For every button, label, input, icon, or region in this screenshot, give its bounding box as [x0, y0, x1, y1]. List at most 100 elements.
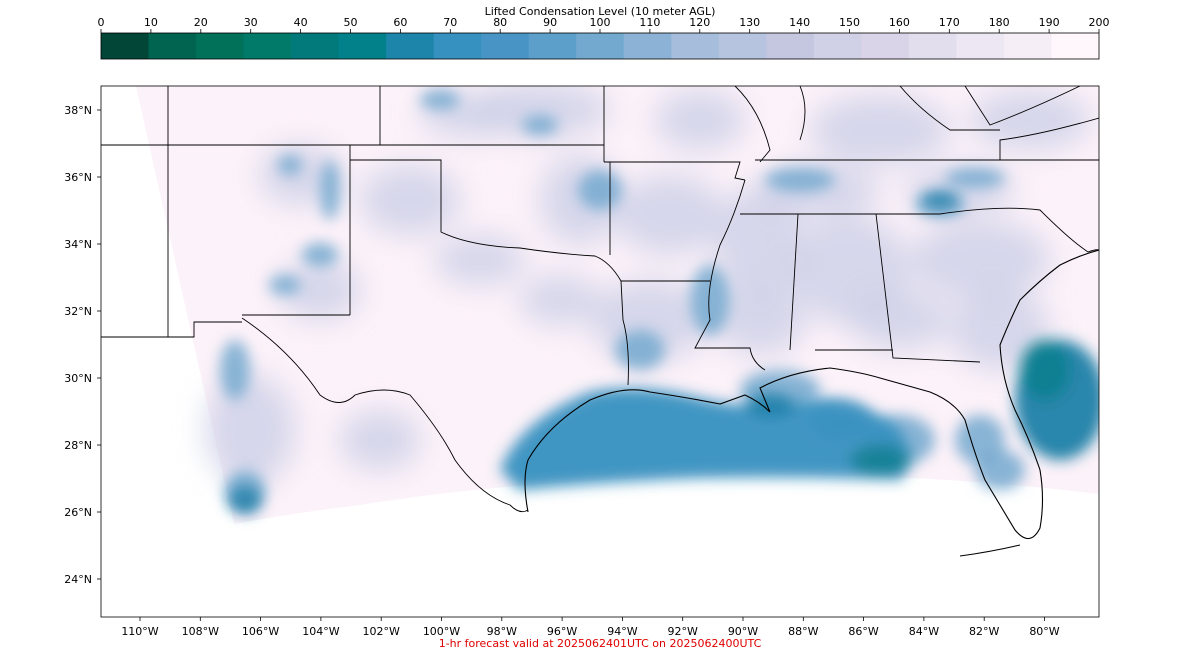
- colorbar-swatch: [481, 33, 530, 59]
- colorbar-swatch: [861, 33, 910, 59]
- colorbar-swatch: [1051, 33, 1100, 59]
- atlantic-moist-core: [1020, 340, 1070, 400]
- colorbar-tick-label: 60: [393, 16, 407, 29]
- rio-grande: [241, 317, 529, 513]
- longitude-label: 98°W: [487, 625, 517, 638]
- tx-ok-border: [350, 159, 622, 282]
- colorbar-tick-label: 170: [939, 16, 960, 29]
- moderate-lcl-patch: [690, 265, 730, 335]
- low-lcl-areas: [229, 192, 1099, 514]
- colorbar-tick-label: 0: [98, 16, 105, 29]
- mobile-bay-moist-area: [745, 393, 795, 417]
- al-ga-border: [875, 213, 981, 363]
- colorbar-tick-label: 50: [344, 16, 358, 29]
- map-frame: [100, 85, 1100, 618]
- moderate-lcl-patch: [269, 275, 301, 295]
- light-lcl-patch: [810, 95, 950, 165]
- latitude-label: 24°N: [64, 573, 92, 586]
- colorbar-frame: [100, 32, 1100, 60]
- colorbar-tick-labels: 0 10 20 30 40 50 60 70 80 90 100 110 120 130 140 150 160…: [98, 16, 1110, 33]
- mo-il-river: [734, 86, 771, 163]
- colorbar-tick-label: 80: [493, 16, 507, 29]
- longitude-label: 80°W: [1029, 625, 1059, 638]
- colorbar-tick-label: 10: [144, 16, 158, 29]
- gulf-moist-band: [500, 388, 910, 490]
- colorbar-tick-label: 140: [789, 16, 810, 29]
- colorbar-tick-label: 90: [543, 16, 557, 29]
- colorbar-tick-label: 180: [989, 16, 1010, 29]
- moderate-lcl-patch: [765, 168, 835, 192]
- light-lcl-patch: [970, 90, 1090, 150]
- colorbar-swatch: [766, 33, 815, 59]
- light-lcl-patch: [850, 290, 950, 350]
- colorbar-swatch: [433, 33, 482, 59]
- longitude-label: 104°W: [302, 625, 339, 638]
- colorbar-tick-label: 150: [839, 16, 860, 29]
- colorbar-swatch: [101, 33, 150, 59]
- colorbar-title: Lifted Condensation Level (10 meter AGL): [485, 5, 716, 18]
- latitude-label: 32°N: [64, 305, 92, 318]
- colorbar-swatch: [291, 33, 340, 59]
- moderate-lcl-patch: [522, 115, 558, 135]
- colorbar-tick-label: 100: [590, 16, 611, 29]
- light-lcl-patch: [280, 260, 360, 320]
- longitude-label: 88°W: [788, 625, 818, 638]
- longitude-labels: 110°W 108°W 106°W 104°W 102°W 100°W 98°W 96°W 94…: [121, 617, 1060, 638]
- light-lcl-patch: [950, 290, 1050, 370]
- colorbar-swatch: [196, 33, 245, 59]
- mississippi-river: [694, 179, 766, 371]
- colorbar-swatch: [908, 33, 957, 59]
- appalachian-moist-area: [922, 192, 958, 208]
- longitude-label: 90°W: [728, 625, 758, 638]
- in-il-border: [799, 86, 806, 141]
- latitude-label: 38°N: [64, 104, 92, 117]
- forecast-caption: 1-hr forecast valid at 2025062401UTC on …: [439, 637, 762, 650]
- longitude-label: 86°W: [848, 625, 878, 638]
- colorbar-swatch: [338, 33, 387, 59]
- colorbar-tick-label: 110: [639, 16, 660, 29]
- colorbar-tick-label: 30: [244, 16, 258, 29]
- va-border: [964, 86, 1081, 126]
- az-mx-border: [101, 321, 242, 338]
- mexico-moist-area: [229, 486, 261, 514]
- longitude-label: 96°W: [547, 625, 577, 638]
- colorbar-tick-label: 160: [889, 16, 910, 29]
- florida-keys: [959, 544, 1021, 557]
- colorbar-swatch: [148, 33, 197, 59]
- moderate-lcl-patch: [615, 330, 665, 370]
- colorbar-swatch: [1003, 33, 1052, 59]
- latitude-label: 36°N: [64, 171, 92, 184]
- colorbar-tick-label: 130: [739, 16, 760, 29]
- ga-sc-border: [939, 207, 1089, 253]
- light-lcl-patch: [205, 375, 295, 485]
- ne-gulf-moist-area: [850, 445, 910, 475]
- colorbar-tick-label: 200: [1089, 16, 1110, 29]
- latitude-label: 34°N: [64, 238, 92, 251]
- colorbar-tick-label: 120: [689, 16, 710, 29]
- longitude-label: 102°W: [363, 625, 400, 638]
- colorbar-swatch: [576, 33, 625, 59]
- colorbar-tick-label: 190: [1039, 16, 1060, 29]
- light-lcl-patch: [715, 285, 805, 355]
- colorbar-swatch: [813, 33, 862, 59]
- light-lcl-patch: [715, 185, 805, 305]
- light-lcl-patch: [615, 175, 725, 255]
- longitude-label: 110°W: [121, 625, 158, 638]
- moderate-lcl-patch: [220, 340, 250, 400]
- longitude-label: 92°W: [668, 625, 698, 638]
- colorbar-tick-label: 20: [194, 16, 208, 29]
- va-nc-border: [999, 117, 1099, 160]
- moderate-lcl-patch: [945, 168, 1005, 188]
- colorbar-swatch: [386, 33, 435, 59]
- longitude-label: 108°W: [182, 625, 219, 638]
- colorbar-swatch: [623, 33, 672, 59]
- tx-la-border: [620, 280, 629, 386]
- moderate-lcl-patch: [420, 90, 460, 110]
- colorbar-tick-label: 40: [294, 16, 308, 29]
- light-lcl-patch: [655, 90, 745, 150]
- light-lcl-patch: [520, 275, 600, 325]
- gulf-coastline: [524, 249, 1099, 557]
- moderate-lcl-patch: [578, 170, 622, 210]
- colorbar: [101, 33, 1100, 59]
